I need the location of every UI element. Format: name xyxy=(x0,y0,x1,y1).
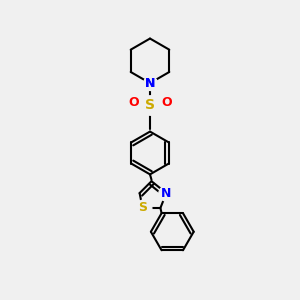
Text: O: O xyxy=(128,96,139,109)
Text: S: S xyxy=(138,202,147,214)
Text: N: N xyxy=(161,187,172,200)
Text: S: S xyxy=(145,98,155,112)
Text: N: N xyxy=(145,76,155,90)
Text: N: N xyxy=(145,76,155,90)
Text: O: O xyxy=(161,96,172,109)
